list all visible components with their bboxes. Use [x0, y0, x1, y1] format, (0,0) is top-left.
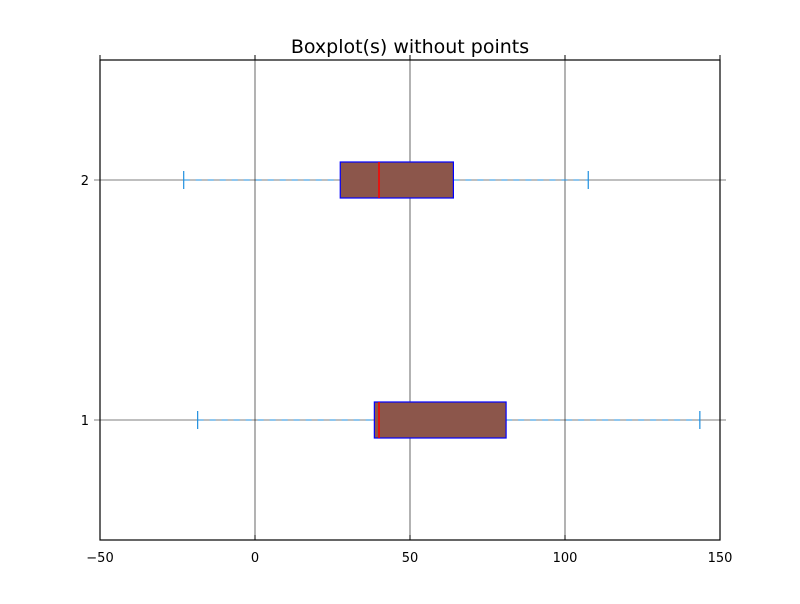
grid-lines	[94, 60, 726, 540]
x-tick-label: 100	[553, 551, 578, 566]
y-tick-label: 2	[81, 174, 89, 189]
y-tick-label: 1	[81, 414, 89, 429]
x-tick-label: 150	[708, 551, 733, 566]
box-1	[197, 401, 701, 439]
x-tick-label: −50	[86, 551, 113, 566]
x-tick-label: 50	[402, 551, 419, 566]
chart-title: Boxplot(s) without points	[291, 36, 529, 58]
box-2	[183, 161, 589, 199]
axis-ticks: −50 0 50 100 150 1 2	[81, 55, 733, 566]
box-iqr	[339, 161, 455, 199]
box-iqr	[373, 401, 507, 439]
box-series	[183, 161, 701, 439]
x-tick-label: 0	[251, 551, 259, 566]
